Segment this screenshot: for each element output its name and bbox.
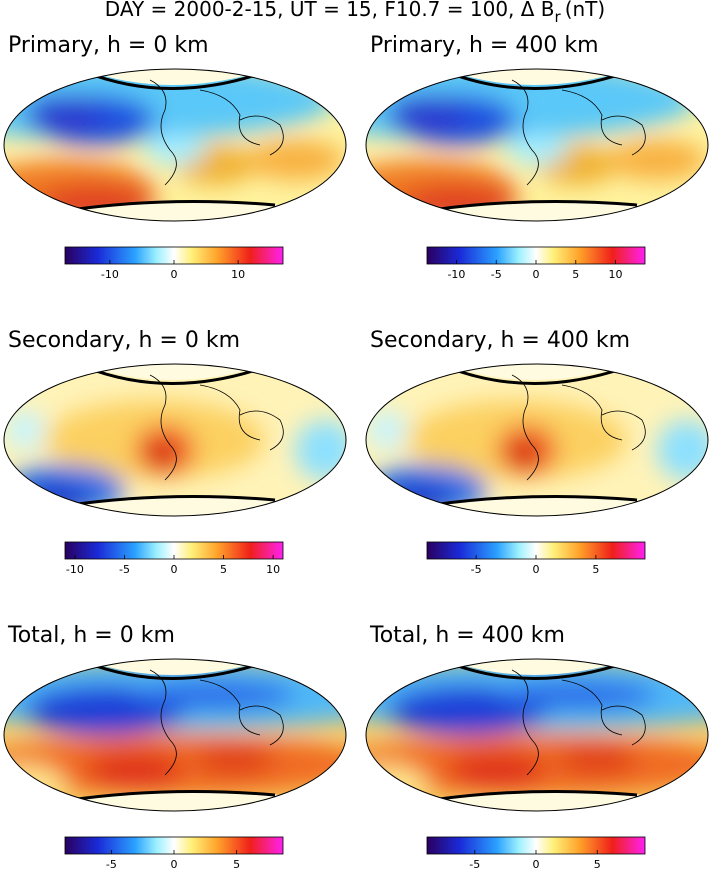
field-blob: [382, 485, 452, 515]
colorbar-tick-label: -10: [66, 563, 84, 576]
map: [4, 69, 346, 221]
terminator: [84, 365, 266, 385]
field-blob: [85, 752, 185, 788]
field-blob: [295, 420, 346, 480]
terminator: [446, 660, 628, 680]
colorbar-tick-label: 5: [572, 268, 579, 281]
polar-cap: [85, 69, 265, 85]
polar-cap: [447, 69, 627, 85]
colorbar-tick-label: 5: [592, 563, 599, 576]
title-unit: (nT): [565, 0, 606, 21]
coastline: [149, 374, 284, 481]
panel-title: Total, h = 0 km: [7, 623, 175, 648]
colorbar-tick-label: -5: [119, 563, 130, 576]
map-outline: [3, 658, 347, 812]
coastline: [149, 669, 284, 776]
colorbar-tick-label: 5: [594, 858, 601, 871]
terminator: [84, 660, 266, 680]
polar-cap: [422, 201, 652, 221]
field-blob: [20, 485, 90, 515]
coastline: [511, 79, 646, 186]
polar-cap: [447, 659, 627, 675]
terminator: [446, 70, 628, 90]
field-blob: [245, 140, 345, 180]
colorbar-tick-label: 10: [231, 268, 245, 281]
field-blob: [497, 680, 657, 710]
field-blob: [146, 441, 174, 469]
figure-title: DAY = 2000-2-15, UT = 15, F10.7 = 100, Δ…: [105, 0, 605, 26]
colorbar-tick-label: 0: [533, 268, 540, 281]
terminator: [69, 494, 276, 507]
panel-title: Secondary, h = 0 km: [8, 328, 240, 353]
panel: Total, h = 0 km -5 0 5: [3, 623, 347, 871]
map: [4, 364, 346, 516]
colorbar-tick-label: 5: [233, 858, 240, 871]
field-blob: [557, 745, 637, 775]
title-main: DAY = 2000-2-15, UT = 15, F10.7 = 100, Δ…: [105, 0, 555, 21]
map-outline: [365, 658, 709, 812]
map-outline: [3, 363, 347, 517]
map-outline: [365, 363, 709, 517]
terminator: [69, 789, 276, 802]
coastline: [149, 79, 284, 186]
polar-cap: [447, 364, 627, 380]
terminator: [431, 199, 638, 212]
polar-cap: [60, 201, 290, 221]
colorbar-tick-label: -10: [447, 268, 465, 281]
colorbar-tick-label: 0: [171, 268, 178, 281]
colorbar-tick-label: -5: [471, 563, 482, 576]
polar-cap: [422, 791, 652, 811]
terminator: [69, 199, 276, 212]
colorbar-tick-label: 0: [171, 563, 178, 576]
map-outline: [365, 68, 709, 222]
colorbar-tick-label: -5: [469, 858, 480, 871]
panel-title: Primary, h = 400 km: [370, 33, 599, 58]
panel: Primary, h = 0 km -10 0 10: [3, 33, 347, 281]
colorbar-tick-label: -5: [106, 858, 117, 871]
polar-cap: [60, 791, 290, 811]
panel: Secondary, h = 400 km -5 0 5: [365, 328, 709, 576]
terminator: [431, 789, 638, 802]
polar-cap: [422, 496, 652, 516]
polar-cap: [85, 364, 265, 380]
field-blob: [507, 135, 567, 165]
colorbar-tick-label: 0: [171, 858, 178, 871]
field-blob: [195, 745, 275, 775]
coastline: [511, 669, 646, 776]
map: [366, 659, 708, 811]
map-outline: [3, 68, 347, 222]
colorbar-tick-label: -5: [491, 268, 502, 281]
terminator: [431, 494, 638, 507]
polar-cap: [60, 496, 290, 516]
panel-title: Primary, h = 0 km: [8, 33, 209, 58]
field-blob: [5, 410, 45, 450]
field-blob: [447, 752, 547, 788]
coastline: [511, 374, 646, 481]
panel: Total, h = 400 km -5 0 5: [365, 623, 709, 871]
map: [4, 659, 346, 811]
field-blob: [508, 441, 536, 469]
field-blob: [135, 680, 295, 710]
colorbar-tick-label: 10: [609, 268, 623, 281]
map: [366, 364, 708, 516]
colorbar-tick-label: 10: [266, 563, 280, 576]
field-blob: [387, 95, 467, 135]
field-blob: [367, 410, 407, 450]
title-subscript: r: [555, 8, 562, 26]
field-blob: [607, 140, 707, 180]
panel: Secondary, h = 0 km -10 -5 0 5 10: [3, 328, 347, 576]
colorbar-tick-label: 5: [220, 563, 227, 576]
panel-title: Secondary, h = 400 km: [370, 328, 630, 353]
colorbar-tick-label: 0: [533, 563, 540, 576]
panel-title: Total, h = 400 km: [369, 623, 565, 648]
field-blob: [25, 95, 105, 135]
colorbar-tick-label: -10: [101, 268, 119, 281]
terminator: [84, 70, 266, 90]
terminator: [446, 365, 628, 385]
polar-cap: [85, 659, 265, 675]
field-blob: [145, 135, 205, 165]
colorbar-tick-label: 0: [533, 858, 540, 871]
